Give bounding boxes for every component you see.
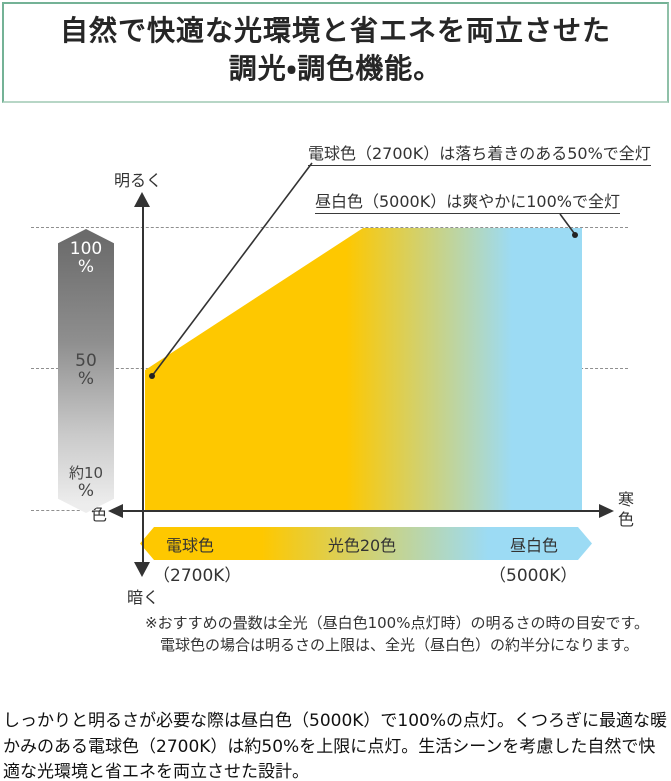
x-axis-arrow-left-icon <box>108 504 123 518</box>
kelvin-label-2700k: （2700K） <box>153 566 242 586</box>
callout-cool-100pct: 昼白色（5000K）は爽やかに100%で全灯 <box>315 188 620 214</box>
description-paragraph: しっかりと明るさが必要な際は昼白色（5000K）で100%の点灯。くつろぎに最適… <box>3 711 668 781</box>
gridline-10pct <box>31 510 95 511</box>
footnote-line2: 電球色の場合は明るさの上限は、全光（昼白色）の約半分になります。 <box>160 635 639 654</box>
x-axis-label-cool: 寒色 <box>617 490 634 529</box>
scale-label-50: 50 % <box>75 351 97 389</box>
header-title-box: 自然で快適な光環境と省エネを両立させた 調光・調色機能。 <box>2 2 669 103</box>
colorbar-label-center: 光色20色 <box>327 535 397 555</box>
scale-label-100: 100 % <box>69 239 103 277</box>
dimming-range-area <box>145 228 582 511</box>
page-title-line2: 調光・調色機能。 <box>228 52 443 85</box>
kelvin-label-5000k: （5000K） <box>489 566 578 586</box>
colorbar-label-warm: 電球色 <box>166 535 215 555</box>
footnote-line1: ※おすすめの畳数は全光（昼白色100%点灯時）の明るさの時の目安です。 <box>145 614 649 632</box>
scale-label-10: 約10 % <box>68 464 104 501</box>
x-axis-arrow-right-icon <box>599 504 614 518</box>
x-axis-line <box>116 510 602 512</box>
callout-warm-50pct: 電球色（2700K）は落ち着きのある50%で全灯 <box>308 140 651 166</box>
brightness-scale-bar: 100 % 50 % 約10 % <box>58 229 114 513</box>
y-axis-label-bright: 明るく <box>113 171 162 190</box>
y-axis-label-dark: 暗く <box>126 588 159 607</box>
color-temperature-bar: 電球色 光色20色 昼白色 <box>140 527 592 560</box>
colorbar-label-cool: 昼白色 <box>509 535 558 555</box>
y-axis-arrow-up-icon <box>134 192 150 207</box>
page-title-line1: 自然で快適な光環境と省エネを両立させた <box>59 14 611 47</box>
y-axis-arrow-down-icon <box>134 562 150 577</box>
y-axis-line <box>142 206 144 564</box>
footnote: ※おすすめの畳数は全光（昼白色100%点灯時）の明るさの時の目安です。 電球色の… <box>145 613 649 657</box>
gridline-100pct <box>31 227 628 228</box>
